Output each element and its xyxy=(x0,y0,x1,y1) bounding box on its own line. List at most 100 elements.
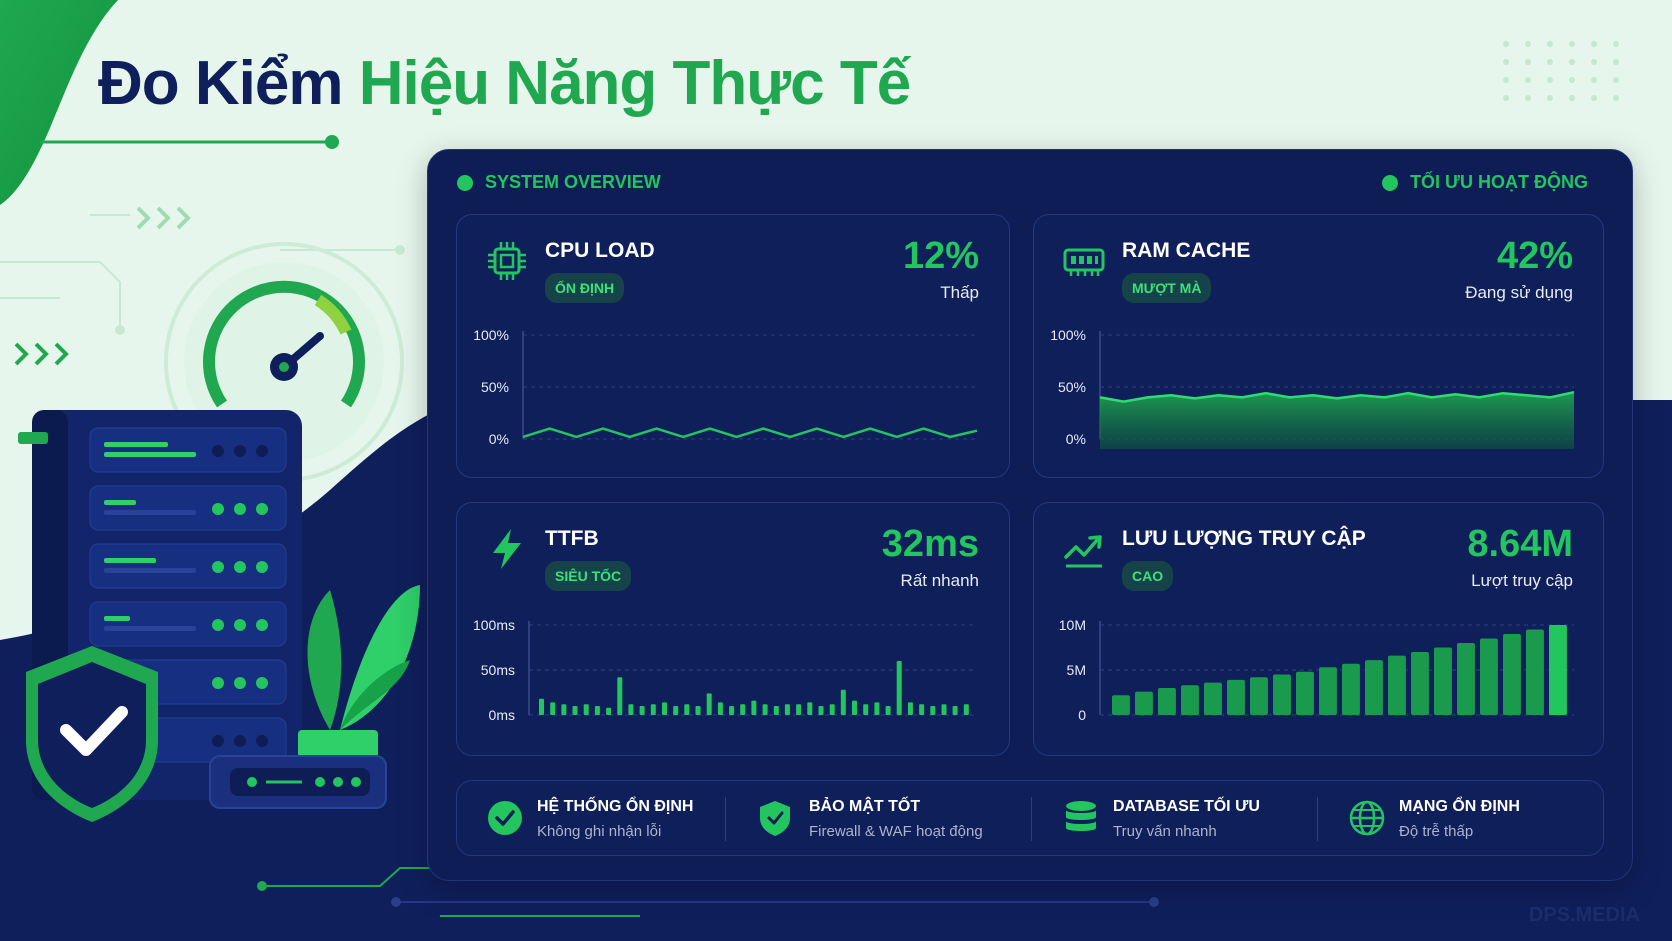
ttfb-card: 100ms 50ms 0ms TTFB SIÊU TỐC 32ms Rất nhan… xyxy=(456,502,1010,756)
globe-icon xyxy=(1349,800,1385,836)
ttfb-bar xyxy=(941,704,947,715)
ram-cache-card: 100% 50% 0% RAM CACHE MƯỢT MÀ 42% Đang sử … xyxy=(1033,214,1604,478)
system-overview-panel: SYSTEM OVERVIEW TỐI ƯU HOẠT ĐỘNG 100% 50%… xyxy=(427,149,1633,881)
ttfb-bar xyxy=(807,702,813,715)
page-title-part1: Đo Kiểm xyxy=(98,49,343,118)
ttfb-bar xyxy=(751,700,757,715)
database-icon xyxy=(1066,801,1096,831)
traffic-chart: 10M 5M 0 xyxy=(1059,617,1574,723)
ttfb-bar xyxy=(919,704,925,715)
traffic-bar xyxy=(1434,647,1452,715)
ttfb-bar xyxy=(773,706,779,715)
y-tick-label: 100% xyxy=(1050,327,1086,343)
ttfb-bar xyxy=(539,698,544,715)
traffic-bar xyxy=(1227,679,1245,715)
lightning-icon xyxy=(493,529,521,569)
ttfb-bar xyxy=(907,702,913,715)
traffic-bar xyxy=(1273,674,1291,715)
system-overview-label: SYSTEM OVERVIEW xyxy=(457,172,661,193)
ttfb-bar xyxy=(628,704,634,715)
ttfb-bar xyxy=(729,706,735,715)
cpu-chip-icon xyxy=(488,242,526,280)
ttfb-bar xyxy=(650,704,656,715)
divider xyxy=(1031,797,1032,841)
ttfb-chart: 100ms 50ms 0ms xyxy=(473,617,977,723)
traffic-bar xyxy=(1158,688,1176,715)
ttfb-bar xyxy=(695,706,701,715)
brand-watermark: DPS.MEDIA xyxy=(1528,904,1640,926)
ttfb-bar xyxy=(796,704,802,715)
feature-subtitle: Truy vấn nhanh xyxy=(1113,823,1217,840)
feature-subtitle: Không ghi nhận lỗi xyxy=(537,823,662,840)
y-tick-label: 50% xyxy=(1058,379,1086,395)
memory-icon xyxy=(1063,248,1105,276)
shield-check-icon xyxy=(760,801,790,836)
traffic-bar xyxy=(1480,638,1498,715)
optimized-status-text: TỐI ƯU HOẠT ĐỘNG xyxy=(1410,172,1588,192)
traffic-bar xyxy=(1135,691,1153,715)
ttfb-bar xyxy=(874,702,880,715)
ttfb-bar xyxy=(550,702,556,715)
traffic-bar xyxy=(1319,667,1337,715)
cpu-load-chart: 100% 50% 0% xyxy=(473,327,978,447)
cpu-load-subtext: Thấp xyxy=(940,283,979,302)
ttfb-bar xyxy=(606,707,612,715)
traffic-badge: CAO xyxy=(1122,561,1174,591)
traffic-bar xyxy=(1388,655,1406,715)
feature-title: HỆ THỐNG ỔN ĐỊNH xyxy=(537,798,694,815)
ram-cache-badge: MƯỢT MÀ xyxy=(1122,273,1212,303)
ttfb-bar xyxy=(639,706,645,715)
traffic-card: 10M 5M 0 LƯU LƯỢNG TRUY CẬP CAO 8.64M Lượt… xyxy=(1033,502,1604,756)
cpu-load-card: 100% 50% 0% CPU LOAD ỔN ĐỊNH 12% Thấp xyxy=(456,214,1010,478)
cpu-series-line xyxy=(522,427,978,439)
ttfb-badge: SIÊU TỐC xyxy=(545,561,632,591)
traffic-bar xyxy=(1526,629,1544,715)
traffic-bar xyxy=(1204,682,1222,715)
ram-cache-title: RAM CACHE xyxy=(1122,239,1251,262)
traffic-bar xyxy=(1112,695,1130,715)
cpu-load-value: 12% xyxy=(902,235,979,277)
page-title-part2: Hiệu Năng Thực Tế xyxy=(358,49,912,118)
page-title: Đo Kiểm Hiệu Năng Thực Tế xyxy=(98,48,912,119)
traffic-subtext: Lượt truy cập xyxy=(1471,571,1573,590)
ttfb-bar xyxy=(740,704,746,715)
ttfb-bar xyxy=(863,704,869,715)
ttfb-bar xyxy=(762,704,768,715)
ttfb-bar xyxy=(673,706,679,715)
feature-title: DATABASE TỐI ƯU xyxy=(1113,798,1260,815)
ttfb-bar xyxy=(930,706,936,715)
feature-title: MẠNG ỔN ĐỊNH xyxy=(1399,798,1520,815)
y-tick-label: 5M xyxy=(1067,662,1086,678)
y-tick-label: 50% xyxy=(481,379,509,395)
ttfb-bar xyxy=(896,661,902,715)
feature-bar: HỆ THỐNG ỔN ĐỊNH Không ghi nhận lỗi BẢO … xyxy=(456,780,1604,856)
router-icon xyxy=(209,755,387,809)
cpu-load-badge: ỔN ĐỊNH xyxy=(545,273,625,303)
ram-cache-chart: 100% 50% 0% xyxy=(1050,327,1575,449)
ttfb-bar xyxy=(829,704,835,715)
ttfb-bar xyxy=(963,704,969,715)
ttfb-value: 32ms xyxy=(881,523,979,565)
check-circle-icon xyxy=(488,801,522,835)
traffic-bar xyxy=(1457,643,1475,715)
ttfb-bar xyxy=(818,706,824,715)
optimized-status: TỐI ƯU HOẠT ĐỘNG xyxy=(1382,172,1588,193)
ttfb-bar xyxy=(706,693,712,715)
traffic-bar xyxy=(1411,652,1429,715)
ram-cache-value: 42% xyxy=(1496,235,1573,277)
y-tick-label: 0% xyxy=(489,431,509,447)
ttfb-bar xyxy=(885,706,891,715)
traffic-bar xyxy=(1365,660,1383,715)
ttfb-bar xyxy=(594,706,600,715)
ttfb-bar xyxy=(684,704,690,715)
ttfb-bar xyxy=(784,704,790,715)
feature-subtitle: Độ trễ thấp xyxy=(1399,823,1474,840)
ttfb-bar xyxy=(617,677,623,715)
traffic-bar xyxy=(1342,663,1360,715)
feature-title: BẢO MẬT TỐT xyxy=(809,798,921,815)
ram-series-area xyxy=(1100,392,1574,449)
ttfb-bar xyxy=(572,706,578,715)
traffic-bar xyxy=(1181,685,1199,715)
traffic-bar xyxy=(1549,625,1567,715)
ttfb-bar xyxy=(852,700,857,715)
